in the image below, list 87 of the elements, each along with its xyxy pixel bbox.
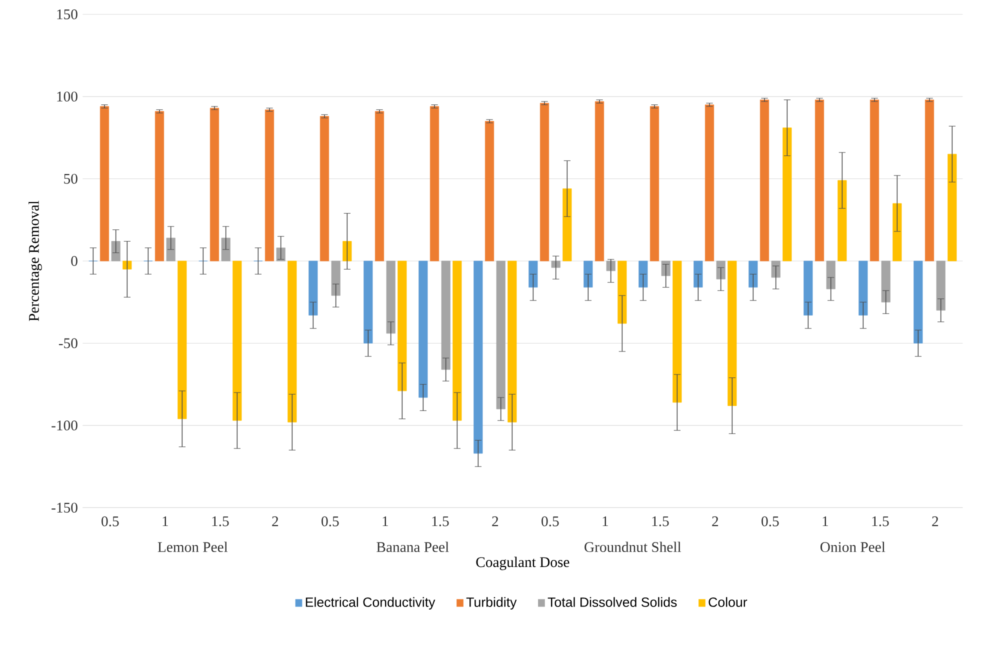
y-tick-label: -50 xyxy=(58,338,78,348)
x-tick-label: 0.5 xyxy=(102,516,119,526)
y-tick-label: 100 xyxy=(57,92,78,102)
bar xyxy=(386,260,396,334)
bar xyxy=(364,260,373,344)
bar xyxy=(540,102,550,262)
x-tick-label: 1.5 xyxy=(872,516,889,526)
bar xyxy=(320,116,330,262)
x-tick-label: 1 xyxy=(382,516,388,526)
bar xyxy=(782,128,792,262)
bar xyxy=(331,260,340,296)
bar xyxy=(484,121,494,262)
x-tick-label: 1.5 xyxy=(212,516,229,526)
bar xyxy=(210,108,220,262)
legend-label: Total Dissolved Solids xyxy=(548,597,677,607)
y-tick-label: 150 xyxy=(57,9,78,20)
x-tick-label: 2 xyxy=(712,516,718,526)
bar xyxy=(826,260,836,290)
bar xyxy=(264,110,274,262)
bar xyxy=(441,260,450,370)
bar xyxy=(924,100,934,262)
bar xyxy=(728,260,737,406)
bar xyxy=(342,241,352,262)
bar xyxy=(154,111,164,262)
bar xyxy=(122,260,132,270)
x-tick-label: 2 xyxy=(932,516,938,526)
y-tick-label: -150 xyxy=(52,502,78,513)
y-tick-label: -100 xyxy=(52,420,78,430)
y-axis-title: Percentage Removal xyxy=(28,200,42,322)
bar xyxy=(288,260,297,422)
text: Lemon Peel xyxy=(158,542,228,552)
bar xyxy=(638,260,648,288)
legend-label: Turbidity xyxy=(466,597,517,610)
bar xyxy=(694,260,703,288)
y-tick-label: 50 xyxy=(64,174,78,184)
bar xyxy=(508,260,517,422)
bar xyxy=(178,260,187,420)
bar xyxy=(584,260,593,288)
bar xyxy=(418,260,428,398)
bar xyxy=(496,260,506,410)
bar xyxy=(374,111,384,262)
bar xyxy=(232,260,242,421)
x-axis-title: Coagulant Dose xyxy=(476,556,570,570)
bar xyxy=(704,104,714,262)
bar xyxy=(308,260,318,316)
bar xyxy=(814,100,824,262)
x-tick-label: 0.5 xyxy=(542,516,559,526)
bar xyxy=(948,154,957,262)
text: Banana Peel xyxy=(376,542,449,552)
x-tick-label: 0.5 xyxy=(322,516,339,526)
bar xyxy=(551,260,560,268)
x-tick-label: 1.5 xyxy=(652,516,669,526)
x-tick-label: 1 xyxy=(822,516,828,526)
bar xyxy=(881,260,890,302)
bar xyxy=(528,260,538,288)
bar xyxy=(804,260,813,316)
x-tick-label: 2 xyxy=(492,516,498,526)
bar xyxy=(618,260,627,324)
bar xyxy=(936,260,946,311)
bar xyxy=(760,100,770,262)
x-tick-label: 1.5 xyxy=(432,516,449,526)
bar xyxy=(452,260,462,421)
y-tick-label: 0 xyxy=(71,256,78,266)
bar xyxy=(650,106,660,262)
bar xyxy=(100,106,110,262)
bar xyxy=(858,260,868,316)
legend-label: Electrical Conductivity xyxy=(306,597,436,610)
bar xyxy=(892,203,902,262)
bar xyxy=(166,238,176,262)
x-tick-label: 1 xyxy=(162,516,168,526)
bar xyxy=(562,188,572,262)
bar xyxy=(430,106,440,262)
text: Groundnut Shell xyxy=(584,542,682,552)
bar xyxy=(914,260,923,344)
bar xyxy=(221,238,230,262)
bar xyxy=(398,260,407,392)
text: Onion Peel xyxy=(820,542,886,552)
bar xyxy=(870,100,880,262)
bar xyxy=(474,260,483,454)
x-tick-label: 0.5 xyxy=(762,516,779,526)
bar xyxy=(594,101,604,262)
bar xyxy=(748,260,758,288)
x-tick-label: 2 xyxy=(272,516,278,526)
bar xyxy=(672,260,682,403)
legend-label: Colour xyxy=(708,597,748,607)
x-tick-label: 1 xyxy=(602,516,608,526)
bar xyxy=(838,180,847,262)
